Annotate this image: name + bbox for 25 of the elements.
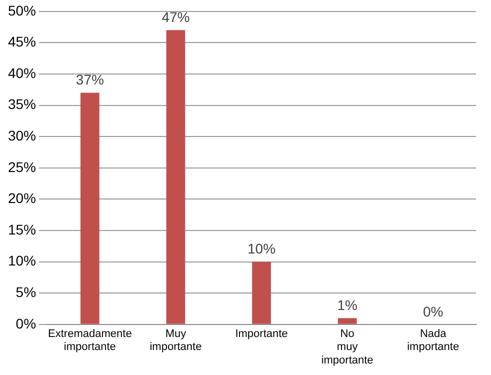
y-tick-label: 40%	[8, 64, 36, 81]
data-label: 1%	[337, 297, 358, 313]
x-tick-label: Extremadamente importante	[48, 328, 132, 354]
data-label: 37%	[76, 72, 104, 88]
y-tick-label: 15%	[8, 221, 36, 238]
y-tick-label: 25%	[8, 158, 36, 175]
y-tick-label: 50%	[8, 2, 36, 18]
y-tick-label: 20%	[8, 190, 36, 206]
x-tick-label: Importante	[235, 328, 288, 340]
y-tick-label: 45%	[8, 34, 36, 50]
data-label: 47%	[162, 9, 190, 26]
bar	[80, 92, 100, 324]
y-tick-label: 5%	[16, 284, 36, 300]
y-tick-label: 35%	[8, 96, 36, 112]
x-tick-label: No muy importante	[321, 328, 374, 366]
y-tick-label: 30%	[8, 127, 36, 144]
y-tick-label: 0%	[16, 315, 36, 332]
x-tick-label: Nada importante	[407, 328, 460, 354]
data-label: 0%	[422, 303, 444, 320]
y-tick-label: 10%	[8, 252, 36, 269]
data-label: 10%	[247, 240, 276, 257]
bar	[166, 30, 186, 324]
x-tick-label: Muy importante	[150, 328, 202, 354]
bar	[252, 262, 271, 324]
bar	[338, 318, 357, 324]
